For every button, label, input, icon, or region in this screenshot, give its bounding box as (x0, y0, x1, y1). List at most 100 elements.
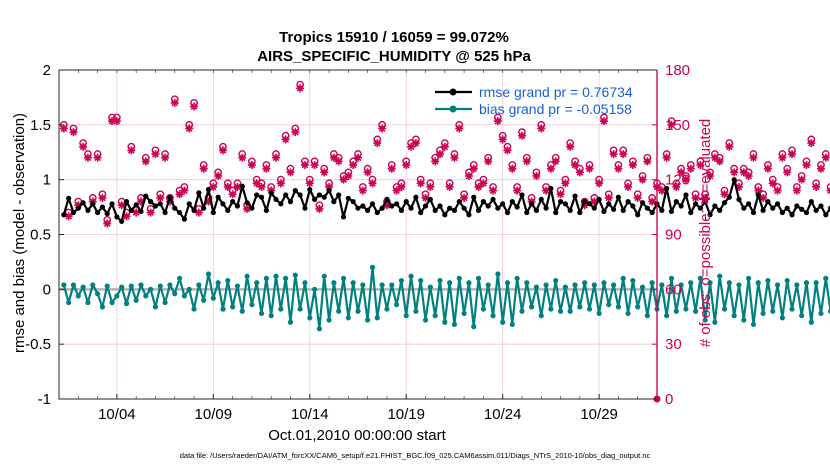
y-tick-label-right: 0 (665, 391, 673, 408)
obs-evaluated-point (286, 168, 295, 177)
obs-evaluated-point (382, 201, 391, 210)
chart-title: Tropics 15910 / 16059 = 99.072% (279, 29, 509, 46)
obs-evaluated-point (498, 135, 507, 144)
bias-point (606, 302, 612, 308)
bias-point (808, 319, 814, 325)
rmse-point (66, 195, 72, 201)
bias-point (572, 282, 578, 288)
bias-point (340, 275, 347, 281)
obs-evaluated-point (132, 208, 141, 217)
y-tick-label: 0 (43, 281, 51, 298)
rmse-point (302, 205, 308, 211)
bias-point (379, 282, 385, 288)
rmse-point (673, 199, 679, 205)
bias-point (504, 280, 511, 286)
bias-point (422, 317, 429, 323)
obs-evaluated-point (146, 208, 155, 217)
bias-point (447, 280, 453, 286)
obs-evaluated-point (329, 153, 338, 162)
rmse-point (157, 201, 163, 207)
bias-point (649, 280, 655, 286)
obs-evaluated-point (69, 128, 78, 137)
obs-evaluated-point (310, 161, 319, 170)
bias-point (191, 306, 197, 312)
bias-point (75, 293, 81, 299)
rmse-point (287, 199, 294, 205)
rmse-point (152, 203, 159, 209)
obs-evaluated-point (431, 157, 440, 166)
obs-evaluated-point (667, 120, 676, 129)
rmse-point (692, 201, 699, 207)
bias-point (157, 283, 163, 289)
obs-evaluated-point (74, 201, 83, 210)
bias-point (355, 308, 361, 314)
obs-evaluated-point (580, 201, 589, 210)
rmse-point (201, 205, 207, 211)
rmse-point (244, 200, 250, 206)
y-tick-label-right: 120 (665, 172, 690, 189)
obs-evaluated-point (821, 153, 830, 162)
bias-point (562, 284, 568, 290)
obs-evaluated-point (551, 157, 560, 166)
obs-evaluated-point (238, 153, 247, 162)
x-tick-label: 10/09 (195, 406, 233, 423)
obs-evaluated-point (778, 153, 787, 162)
x-axis-label: Oct.01,2010 00:00:00 start (268, 427, 446, 444)
bias-point (263, 275, 269, 281)
rmse-point (649, 209, 655, 216)
bias-point (471, 324, 477, 330)
rmse-point (316, 192, 323, 198)
obs-evaluated-point (185, 124, 194, 133)
obs-evaluated-point (416, 179, 425, 188)
obs-evaluated-point (296, 84, 305, 93)
obs-evaluated-point (339, 175, 348, 184)
bias-point (750, 321, 757, 328)
obs-evaluated-point (127, 146, 136, 155)
bias-point (365, 317, 371, 323)
bias-point (384, 306, 390, 312)
rmse-point (538, 196, 544, 203)
rmse-point (582, 199, 588, 205)
bias-point (784, 277, 790, 284)
rmse-point (384, 196, 390, 203)
bias-point (393, 302, 400, 308)
rmse-point (61, 212, 67, 218)
obs-evaluated-point (252, 179, 261, 188)
rmse-point (80, 200, 86, 206)
rmse-point (688, 209, 694, 216)
rmse-point (340, 214, 347, 220)
rmse-point (774, 201, 781, 207)
rmse-point (398, 207, 405, 213)
obs-evaluated-point (223, 182, 232, 191)
bias-point (244, 273, 250, 279)
rmse-point (779, 209, 785, 216)
obs-evaluated-point (566, 142, 575, 151)
obs-evaluated-point (175, 190, 184, 199)
rmse-point (374, 209, 380, 216)
bias-point (673, 308, 679, 314)
bias-point (302, 280, 308, 286)
bias-point (746, 275, 752, 281)
bias-point (148, 286, 154, 292)
rmse-point (770, 205, 776, 211)
rmse-point (225, 207, 231, 213)
bias-point (519, 308, 525, 314)
rmse-point (283, 192, 289, 198)
obs-evaluated-point (691, 193, 700, 202)
obs-evaluated-point (807, 139, 816, 148)
bias-point (630, 277, 636, 284)
rmse-point (90, 201, 96, 207)
bias-point (644, 313, 650, 319)
rmse-point (794, 203, 800, 209)
rmse-point (345, 195, 351, 201)
bias-point (167, 282, 173, 288)
rmse-point (326, 188, 332, 194)
rmse-point (109, 201, 115, 207)
obs-evaluated-point (542, 186, 551, 195)
rmse-point (389, 203, 395, 209)
bias-point (104, 283, 110, 289)
obs-evaluated-point (397, 182, 406, 191)
obs-evaluated-point (59, 124, 68, 133)
obs-evaluated-point (633, 193, 642, 202)
